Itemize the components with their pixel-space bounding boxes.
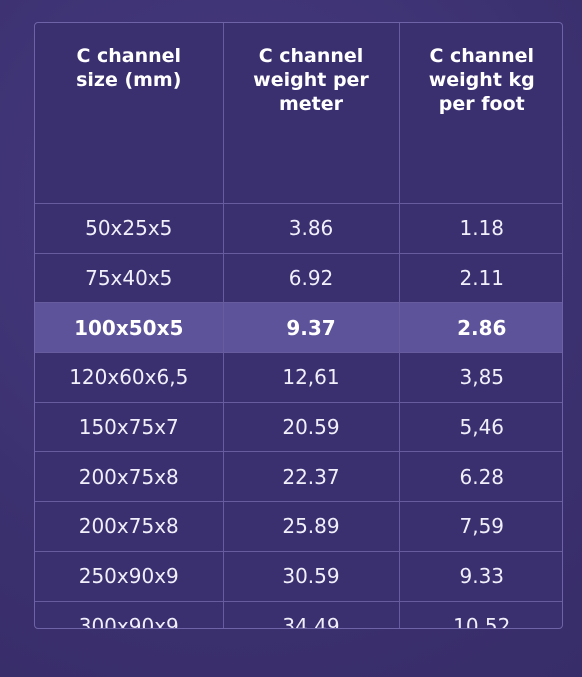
- weight-per-foot-cell: 2.11: [399, 253, 563, 303]
- weight-per-foot-cell: 10.52: [399, 601, 563, 629]
- table-row: 150x75x7 20.59 5,46: [35, 402, 563, 452]
- header-weight-per-meter-label: C channel weight per meter: [224, 44, 399, 116]
- weight-per-foot-cell: 1.18: [399, 204, 563, 254]
- size-cell: 200x75x8: [35, 502, 223, 552]
- weight-per-foot-cell: 6.28: [399, 452, 563, 502]
- table-header-row: C channel size (mm) C channel weight per…: [35, 23, 563, 204]
- table-row: 250x90x9 30.59 9.33: [35, 551, 563, 601]
- weight-per-meter-cell: 34.49: [223, 601, 399, 629]
- table-row: 200x75x8 22.37 6.28: [35, 452, 563, 502]
- size-cell: 120x60x6,5: [35, 353, 223, 403]
- table-row: 75x40x5 6.92 2.11: [35, 253, 563, 303]
- weight-per-meter-cell: 3.86: [223, 204, 399, 254]
- header-size-label: C channel size (mm): [35, 44, 223, 92]
- table-row: 200x75x8 25.89 7,59: [35, 502, 563, 552]
- weight-per-foot-cell: 2.86: [399, 303, 563, 353]
- weight-per-meter-cell: 22.37: [223, 452, 399, 502]
- weight-per-meter-cell: 9.37: [223, 303, 399, 353]
- weight-per-foot-cell: 7,59: [399, 502, 563, 552]
- weight-per-foot-cell: 9.33: [399, 551, 563, 601]
- weight-table-card: C channel size (mm) C channel weight per…: [34, 22, 563, 629]
- table-row-highlighted: 100x50x5 9.37 2.86: [35, 303, 563, 353]
- size-cell: 100x50x5: [35, 303, 223, 353]
- header-weight-per-foot: C channel weight kg per foot: [399, 23, 563, 204]
- size-cell: 50x25x5: [35, 204, 223, 254]
- weight-per-foot-cell: 5,46: [399, 402, 563, 452]
- header-weight-per-meter: C channel weight per meter: [223, 23, 399, 204]
- table-row: 300x90x9 34.49 10.52: [35, 601, 563, 629]
- size-cell: 300x90x9: [35, 601, 223, 629]
- size-cell: 75x40x5: [35, 253, 223, 303]
- c-channel-weight-table: C channel size (mm) C channel weight per…: [35, 23, 563, 629]
- weight-per-meter-cell: 12,61: [223, 353, 399, 403]
- weight-per-meter-cell: 30.59: [223, 551, 399, 601]
- weight-per-meter-cell: 20.59: [223, 402, 399, 452]
- weight-per-meter-cell: 6.92: [223, 253, 399, 303]
- header-size: C channel size (mm): [35, 23, 223, 204]
- size-cell: 200x75x8: [35, 452, 223, 502]
- table-row: 120x60x6,5 12,61 3,85: [35, 353, 563, 403]
- table-row: 50x25x5 3.86 1.18: [35, 204, 563, 254]
- weight-per-foot-cell: 3,85: [399, 353, 563, 403]
- header-weight-per-foot-label: C channel weight kg per foot: [400, 44, 564, 116]
- weight-per-meter-cell: 25.89: [223, 502, 399, 552]
- size-cell: 250x90x9: [35, 551, 223, 601]
- size-cell: 150x75x7: [35, 402, 223, 452]
